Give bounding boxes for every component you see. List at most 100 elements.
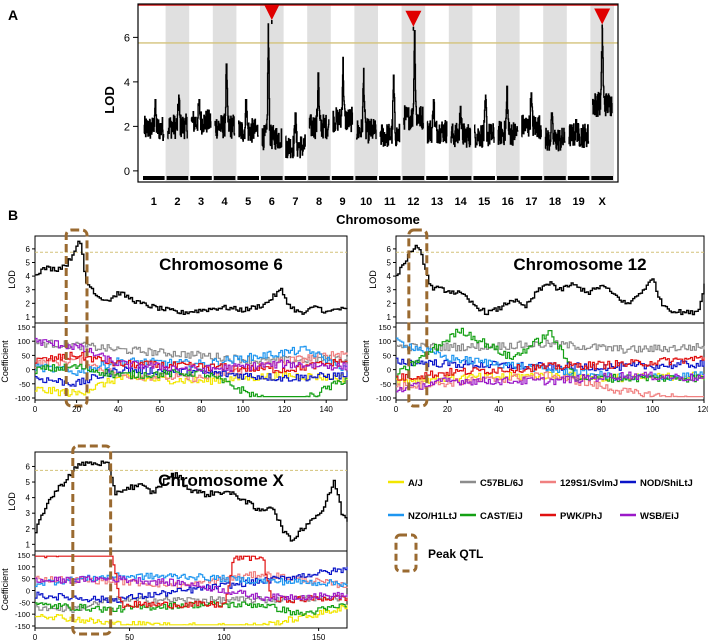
lod-trace-segment [308, 72, 330, 140]
peak-qtl-box [407, 228, 429, 408]
chromosome-marker-bar [591, 176, 613, 180]
lod-trace-segment [450, 105, 472, 148]
x-tick-label: 50 [125, 633, 134, 640]
peak-qtl-legend-swatch [394, 533, 418, 573]
coefficient-y-tick-label: -100 [15, 610, 30, 619]
lod-y-axis-label: LOD [368, 270, 378, 289]
lod-trace-segment [190, 99, 212, 135]
x-tick-label: 100 [236, 405, 250, 414]
x-tick-label: 17 [525, 196, 537, 208]
subplot-title: Chromosome 6 [159, 255, 283, 274]
lod-y-tick-label: 2 [26, 299, 31, 308]
x-tick-label: 140 [320, 405, 334, 414]
lod-trace-segment [474, 94, 495, 148]
x-tick-label: 11 [384, 196, 396, 208]
subplot-title: Chromosome X [158, 471, 284, 490]
lod-trace-segment [426, 99, 448, 144]
peak-marker [405, 10, 422, 27]
coefficient-y-tick-label: 50 [22, 351, 30, 360]
x-tick-label: 60 [155, 405, 164, 414]
x-tick-label: 18 [549, 196, 561, 208]
peak-qtl-legend-label: Peak QTL [428, 547, 483, 561]
coefficient-y-tick-label: -150 [15, 622, 30, 631]
lod-y-tick-label: 1 [387, 313, 392, 322]
chromosome-marker-bar [544, 176, 566, 180]
threshold-lines [138, 4, 618, 44]
x-tick-label: 80 [597, 405, 606, 414]
chromosome-marker-bar [166, 176, 189, 180]
lod-y-tick-label: 3 [26, 286, 31, 295]
coefficient-curve [35, 351, 348, 374]
lod-y-tick-label: 4 [26, 494, 31, 503]
chromosome-marker-bar [308, 176, 330, 180]
chromosome-12-plot: Chromosome 12 1 2 3 4 5 6 LOD -100 -50 0 50 100 150 Co… [361, 228, 708, 414]
coefficient-curve [396, 355, 705, 381]
x-tick-label: 80 [197, 405, 206, 414]
lod-trace-segment [332, 56, 354, 133]
coefficient-y-axis-label: Coefficient [0, 340, 10, 383]
coefficient-curve [35, 363, 348, 398]
x-tick-label: 40 [494, 405, 503, 414]
coefficient-curve [35, 604, 348, 626]
x-tick-label: 20 [443, 405, 452, 414]
x-tick-label: 10 [360, 196, 372, 208]
peak-markers [263, 4, 611, 31]
x-tick-label: 6 [269, 196, 275, 208]
chromosome-marker-bar [213, 176, 236, 180]
chromosome-band [543, 5, 567, 181]
x-tick-label: 12 [407, 196, 419, 208]
lod-y-tick-label: 2 [26, 525, 31, 534]
lod-frame [34, 451, 348, 552]
y-axis-label: LOD [102, 86, 117, 113]
chromosome-marker-bar [284, 176, 307, 180]
lod-y-tick-label: 6 [26, 462, 31, 471]
lod-curve [35, 460, 348, 542]
coefficient-y-tick-label: -100 [376, 394, 391, 403]
coefficient-curve [396, 327, 705, 383]
lod-y-tick-label: 6 [387, 245, 392, 254]
coefficient-y-tick-label: 100 [378, 337, 391, 346]
x-tick-label: 9 [340, 196, 346, 208]
lod-trace-segment [143, 99, 165, 141]
x-tick-label: 14 [454, 196, 467, 208]
legend-label: NZO/H1LtJ [408, 511, 457, 522]
x-tick-label: 40 [114, 405, 123, 414]
y-tick-label: 2 [124, 121, 130, 133]
x-tick-label: 1 [151, 196, 157, 208]
coefficient-y-axis-label: Coefficient [361, 340, 371, 383]
coefficient-y-tick-label: 0 [26, 587, 30, 596]
lod-trace-segment [238, 99, 259, 143]
x-axis-label: Chromosome [336, 212, 420, 227]
lod-trace-segment [214, 63, 236, 139]
chromosome-x-plot: Chromosome X 1 2 3 4 5 6 LOD -150 -100 -50 0 50 100 15… [0, 444, 348, 640]
chromosome-marker-bar [426, 176, 448, 180]
panel-label-a: A [8, 7, 18, 23]
chromosome-marker-bar [520, 176, 543, 180]
lod-trace-segment [167, 94, 188, 140]
coefficient-y-tick-label: -50 [19, 598, 30, 607]
coefficient-y-axis-label: Coefficient [0, 568, 10, 611]
lod-y-tick-label: 5 [387, 258, 392, 267]
lod-trace-segment [592, 27, 613, 117]
legend: A/J C57BL/6J 129S1/SvImJ NOD/ShiLtJ NZO/H1Lt… [388, 478, 693, 573]
x-tick-label: 100 [646, 405, 660, 414]
chromosome-band [260, 5, 284, 181]
x-tick-label: X [599, 196, 607, 208]
coefficient-y-tick-label: 150 [17, 323, 30, 332]
chromosome-marker-bar [449, 176, 472, 180]
coefficient-curve [396, 371, 704, 398]
lod-y-tick-label: 5 [26, 258, 31, 267]
lod-trace-segment [568, 119, 590, 148]
coefficient-curve [35, 572, 348, 588]
chromosome-band [212, 5, 237, 181]
coefficient-y-tick-label: 150 [17, 551, 30, 560]
x-tick-label: 0 [33, 633, 38, 640]
peak-qtl-box [64, 228, 89, 408]
coefficient-y-tick-label: 150 [378, 323, 391, 332]
x-tick-label: 20 [72, 405, 81, 414]
x-tick-label: 15 [478, 196, 490, 208]
chromosome-marker-bar [497, 176, 519, 180]
chromosome-band [590, 5, 614, 181]
y-tick-label: 4 [124, 77, 130, 89]
x-tick-label: 150 [312, 633, 326, 640]
